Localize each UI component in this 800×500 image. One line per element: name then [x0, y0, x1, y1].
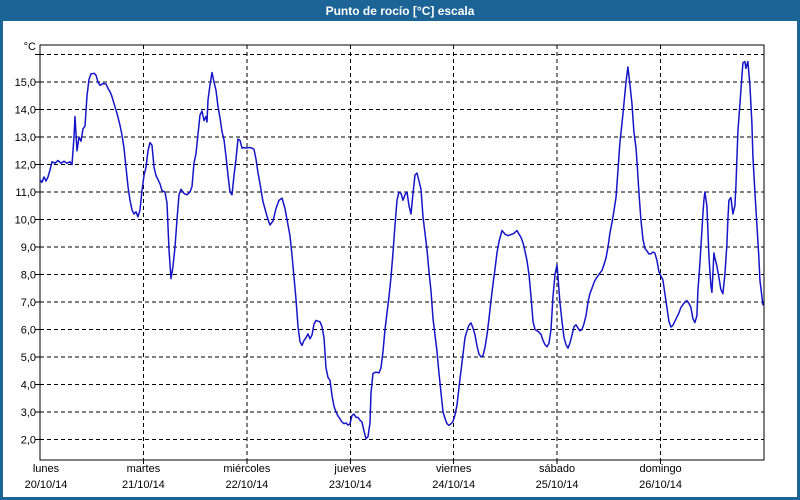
y-tick-label: 9,0	[21, 242, 36, 254]
y-tick-label: 12,0	[15, 160, 36, 172]
y-tick-label: 7,0	[21, 297, 36, 309]
x-date-label: 23/10/14	[329, 479, 372, 491]
y-tick-label: 8,0	[21, 270, 36, 282]
y-tick-label: 15,0	[15, 77, 36, 89]
x-day-label: jueves	[333, 463, 366, 475]
y-tick-label: 14,0	[15, 105, 36, 117]
x-day-label: sábado	[539, 463, 575, 475]
y-tick-label: 4,0	[21, 379, 36, 391]
x-day-label: viernes	[436, 463, 472, 475]
x-day-label: lunes	[33, 463, 60, 475]
y-tick-label: 13,0	[15, 132, 36, 144]
y-tick-label: 3,0	[21, 407, 36, 419]
y-tick-label: 6,0	[21, 325, 36, 337]
x-date-label: 24/10/14	[432, 479, 475, 491]
y-tick-label: 10,0	[15, 215, 36, 227]
x-date-label: 20/10/14	[25, 479, 68, 491]
plot-frame	[39, 44, 765, 461]
x-day-label: martes	[127, 463, 161, 475]
chart-plot-region	[3, 21, 797, 497]
x-date-label: 25/10/14	[536, 479, 579, 491]
y-axis-unit-label: °C	[24, 41, 36, 53]
x-day-label: miércoles	[223, 463, 271, 475]
x-date-label: 22/10/14	[225, 479, 268, 491]
y-tick-label: 2,0	[21, 434, 36, 446]
y-tick-label: 5,0	[21, 352, 36, 364]
chart-title: Punto de rocío [°C] escala	[325, 3, 475, 18]
y-tick-label: 11,0	[15, 187, 36, 199]
x-day-label: domingo	[639, 463, 681, 475]
dewpoint-series-line	[39, 60, 764, 440]
chart-title-bar: Punto de rocío [°C] escala	[0, 0, 800, 21]
x-date-label: 26/10/14	[639, 479, 682, 491]
x-date-label: 21/10/14	[122, 479, 165, 491]
